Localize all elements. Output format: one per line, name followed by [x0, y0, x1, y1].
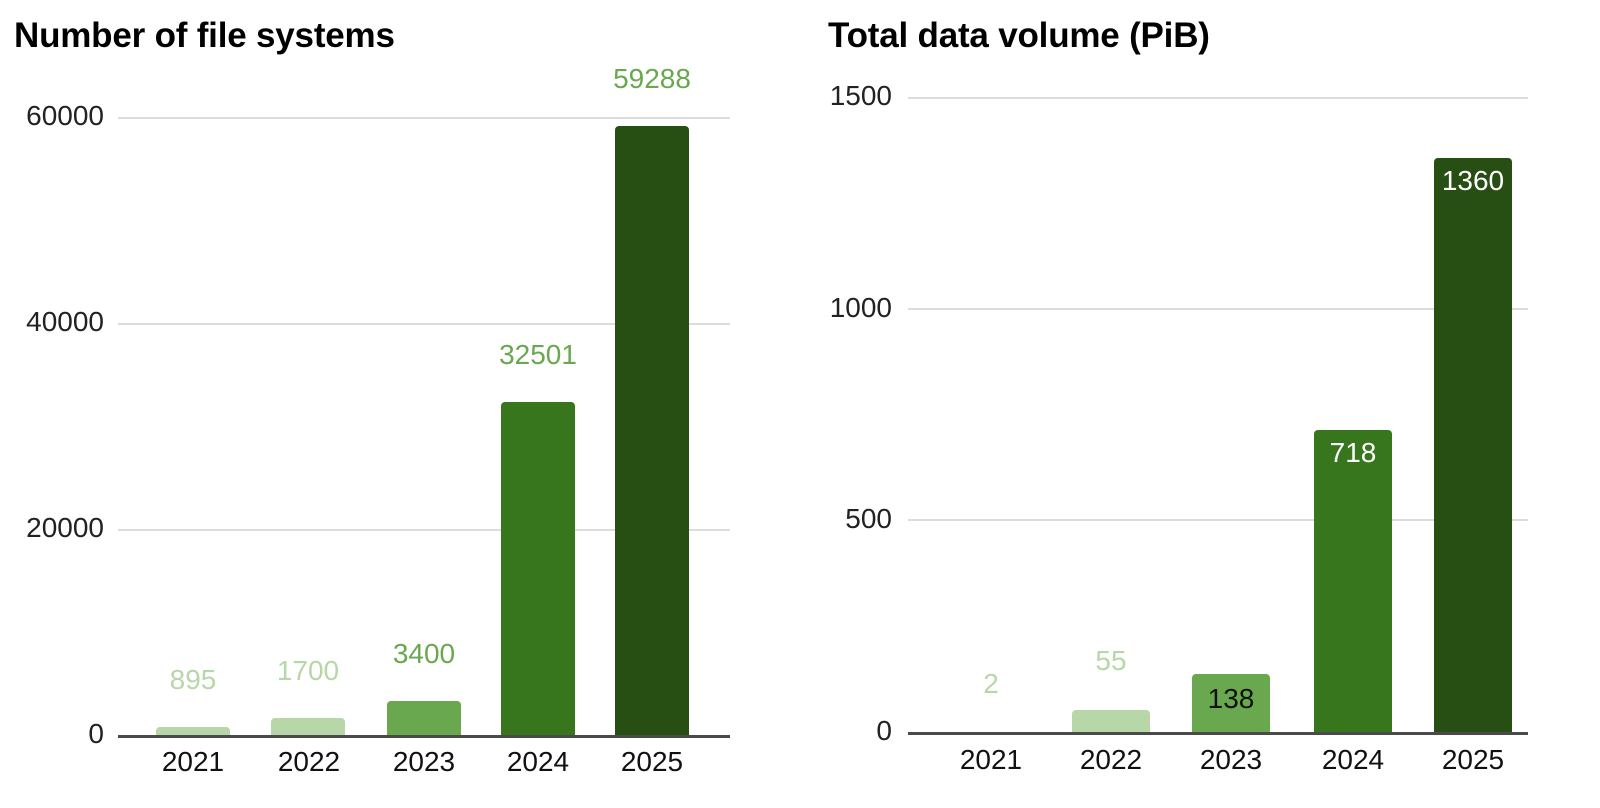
- chart-title: Number of file systems: [14, 16, 395, 55]
- bar-2021[interactable]: [156, 727, 230, 736]
- bar-2024[interactable]: [501, 402, 575, 736]
- bar-2024[interactable]: [1314, 430, 1392, 733]
- y-tick: 60000: [26, 100, 104, 131]
- gridline: [118, 529, 730, 531]
- data-label: 1360: [1441, 165, 1505, 196]
- plot-area: 895 1700 3400 32501 59288: [118, 0, 730, 808]
- y-tick: 0: [88, 718, 104, 749]
- x-tick: 2025: [1441, 744, 1505, 775]
- bar-2022[interactable]: [271, 718, 345, 736]
- data-label: 55: [1095, 645, 1127, 676]
- bar-2025[interactable]: [1434, 158, 1512, 733]
- data-label: 3400: [392, 638, 456, 669]
- x-tick: 2023: [392, 746, 456, 777]
- gridline: [908, 97, 1528, 99]
- data-label: 59288: [613, 63, 691, 94]
- bar-2023[interactable]: [387, 701, 461, 736]
- data-label: 718: [1329, 437, 1377, 468]
- gridline: [908, 519, 1528, 521]
- chart-title: Total data volume (PiB): [828, 16, 1210, 55]
- x-axis-line: [118, 735, 730, 738]
- gridline: [118, 323, 730, 325]
- data-label: 32501: [499, 339, 577, 370]
- data-label: 138: [1207, 683, 1255, 714]
- plot-area: 2 55 138 718 1360: [908, 0, 1528, 808]
- y-tick: 20000: [26, 512, 104, 543]
- data-label: 895: [169, 664, 217, 695]
- y-tick: 500: [845, 503, 892, 534]
- x-tick: 2024: [1321, 744, 1385, 775]
- bar-2023[interactable]: [1192, 674, 1270, 733]
- gridline: [118, 117, 730, 119]
- x-tick: 2024: [506, 746, 570, 777]
- x-axis-line: [908, 732, 1528, 735]
- x-tick: 2023: [1199, 744, 1263, 775]
- bar-2025[interactable]: [615, 126, 689, 736]
- gridline: [908, 308, 1528, 310]
- x-tick: 2021: [161, 746, 225, 777]
- x-tick: 2025: [620, 746, 684, 777]
- bar-2022[interactable]: [1072, 710, 1150, 733]
- x-tick: 2021: [959, 744, 1023, 775]
- file-systems-chart: Number of file systems 60000 40000 20000…: [14, 0, 730, 808]
- y-tick: 40000: [26, 306, 104, 337]
- data-label: 2: [983, 668, 999, 699]
- y-tick: 0: [876, 715, 892, 746]
- y-tick: 1500: [829, 80, 892, 111]
- x-tick: 2022: [277, 746, 341, 777]
- data-volume-chart: Total data volume (PiB) 1500 1000 500 0 …: [800, 0, 1600, 808]
- data-label: 1700: [276, 655, 340, 686]
- x-tick: 2022: [1079, 744, 1143, 775]
- y-tick: 1000: [829, 292, 892, 323]
